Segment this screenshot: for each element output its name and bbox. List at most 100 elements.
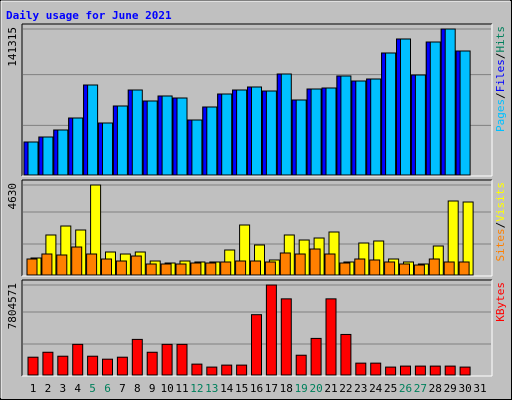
x-tick-label: 2 bbox=[45, 382, 52, 395]
bar bbox=[428, 258, 440, 276]
legend-entry: Sites bbox=[494, 228, 507, 261]
bar bbox=[458, 261, 470, 276]
bar bbox=[385, 52, 397, 176]
bar bbox=[295, 99, 307, 176]
x-tick-label: 14 bbox=[220, 382, 234, 395]
legend-entry: Files bbox=[494, 59, 507, 92]
bar bbox=[176, 97, 188, 176]
bar bbox=[130, 255, 142, 276]
bar bbox=[27, 356, 39, 376]
x-tick-label: 11 bbox=[175, 382, 188, 395]
x-tick-label: 29 bbox=[444, 382, 457, 395]
bar bbox=[250, 260, 261, 276]
bar bbox=[205, 262, 217, 276]
x-tick-label: 8 bbox=[134, 382, 141, 395]
bar bbox=[41, 253, 53, 276]
x-tick-label: 17 bbox=[265, 382, 278, 395]
bar bbox=[115, 260, 127, 276]
x-tick-label: 10 bbox=[160, 382, 173, 395]
legend-separator: / bbox=[494, 53, 507, 60]
legend: Sites/Visits bbox=[494, 182, 507, 262]
bar bbox=[310, 337, 322, 376]
y-tick-label: 7804571 bbox=[6, 283, 19, 329]
bar bbox=[429, 365, 441, 376]
x-tick-label: 5 bbox=[89, 382, 96, 395]
x-tick-label: 16 bbox=[250, 382, 263, 395]
bar bbox=[176, 343, 188, 376]
bar bbox=[102, 358, 113, 376]
bar bbox=[236, 89, 248, 176]
bar bbox=[220, 261, 232, 276]
bar bbox=[161, 95, 173, 176]
bar bbox=[443, 261, 455, 276]
bar bbox=[444, 28, 456, 176]
x-tick-label: 12 bbox=[190, 382, 203, 395]
bar bbox=[370, 78, 382, 176]
x-tick-label: 30 bbox=[458, 382, 471, 395]
bar bbox=[57, 355, 69, 376]
bar bbox=[280, 73, 292, 176]
x-tick-label: 7 bbox=[119, 382, 126, 395]
bar bbox=[310, 88, 322, 176]
bar bbox=[191, 119, 203, 176]
bar bbox=[429, 41, 441, 176]
legend-separator: / bbox=[494, 92, 507, 99]
bar bbox=[280, 298, 292, 376]
bar bbox=[354, 258, 366, 276]
bar bbox=[175, 263, 187, 276]
bar bbox=[87, 355, 99, 376]
x-tick-label: 6 bbox=[104, 382, 111, 395]
bar bbox=[369, 259, 381, 276]
bar bbox=[101, 258, 112, 276]
bar bbox=[191, 363, 203, 376]
x-tick-label: 3 bbox=[59, 382, 66, 395]
bar bbox=[235, 260, 247, 276]
title: Daily usage for June 2021 bbox=[6, 9, 172, 22]
bar bbox=[309, 248, 321, 276]
x-tick-label: 13 bbox=[205, 382, 218, 395]
x-tick-label: 23 bbox=[354, 382, 367, 395]
bar bbox=[264, 261, 276, 276]
bar bbox=[236, 364, 248, 376]
legend-entry: Pages bbox=[494, 99, 507, 132]
bar bbox=[146, 100, 158, 176]
bar bbox=[265, 284, 277, 376]
bar bbox=[399, 263, 410, 276]
bar bbox=[339, 262, 351, 276]
y-tick-label: 141315 bbox=[6, 27, 19, 67]
bar bbox=[86, 253, 98, 276]
bar bbox=[414, 74, 426, 176]
bar bbox=[221, 364, 233, 376]
x-tick-label: 1 bbox=[30, 382, 37, 395]
x-tick-label: 27 bbox=[414, 382, 427, 395]
bar bbox=[71, 246, 83, 276]
bar bbox=[340, 75, 352, 176]
bar bbox=[324, 253, 336, 276]
bar bbox=[161, 343, 173, 376]
bar bbox=[221, 93, 233, 176]
bar bbox=[206, 366, 218, 376]
x-tick-label: 26 bbox=[399, 382, 412, 395]
legend-entry: KBytes bbox=[494, 282, 507, 322]
bar bbox=[384, 261, 396, 276]
bar bbox=[72, 117, 84, 176]
bar bbox=[385, 366, 397, 376]
x-tick-label: 9 bbox=[149, 382, 156, 395]
x-tick-label: 28 bbox=[429, 382, 442, 395]
legend-separator: / bbox=[494, 222, 507, 229]
x-tick-label: 15 bbox=[235, 382, 248, 395]
bar bbox=[340, 333, 352, 376]
bar bbox=[444, 365, 456, 376]
bar bbox=[295, 354, 307, 376]
bar bbox=[56, 254, 68, 276]
bar bbox=[116, 105, 128, 176]
bar bbox=[459, 50, 471, 176]
bar bbox=[459, 366, 471, 376]
bar bbox=[294, 253, 306, 276]
bar bbox=[206, 106, 218, 176]
x-tick-label: 18 bbox=[280, 382, 293, 395]
bar bbox=[325, 298, 337, 376]
bar bbox=[42, 136, 54, 176]
x-tick-label: 19 bbox=[295, 382, 308, 395]
